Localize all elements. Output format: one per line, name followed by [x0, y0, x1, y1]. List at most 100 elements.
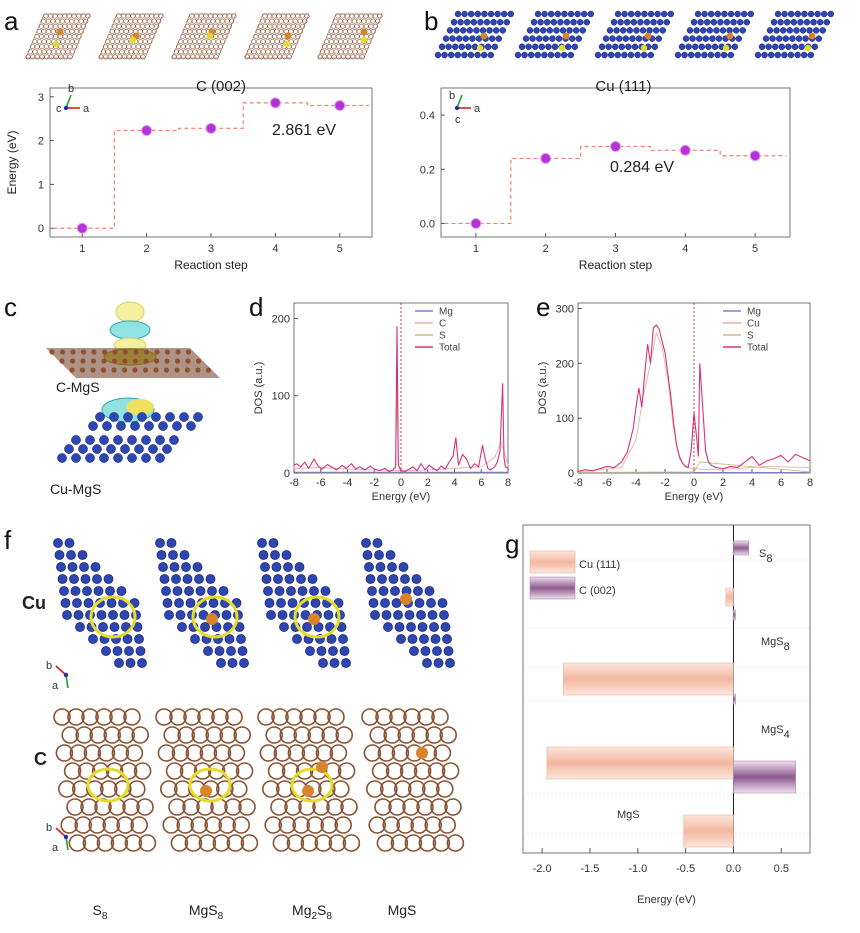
cu-atom — [785, 43, 792, 51]
carbon-atom — [132, 367, 138, 373]
carbon-ring — [272, 834, 291, 852]
carbon-atom — [59, 358, 65, 364]
lattice-ring — [39, 54, 45, 60]
carbon-ring — [379, 780, 398, 798]
lattice-ring — [354, 23, 360, 29]
cu-atom — [570, 18, 577, 26]
cu-atom — [407, 634, 418, 644]
legend-label: S — [747, 331, 754, 342]
cu-atom — [467, 10, 475, 18]
s-atom — [52, 40, 60, 48]
mg-atom — [308, 613, 320, 625]
carbon-ring — [168, 798, 186, 816]
cu-atom — [449, 35, 456, 42]
lattice-ring — [64, 18, 70, 24]
carbon-ring — [116, 816, 134, 834]
cu-atom — [574, 10, 581, 18]
lattice-ring — [194, 54, 200, 60]
cu-atom — [166, 538, 177, 548]
lattice-ring — [340, 54, 346, 60]
x-tick-label: 0.0 — [726, 863, 741, 875]
cu-atom — [820, 10, 828, 18]
cu-atom — [779, 27, 787, 34]
carbon-atom — [184, 367, 191, 373]
cu-atom — [286, 586, 296, 596]
x-axis-label: Energy (eV) — [637, 894, 696, 906]
cu-atom — [419, 634, 429, 644]
cu-atom — [806, 27, 813, 34]
lattice-ring — [333, 18, 339, 24]
panel-label-c: c — [4, 292, 17, 322]
lattice-ring — [46, 28, 52, 34]
axis-icon-dot — [63, 834, 69, 840]
carbon-ring — [197, 708, 215, 726]
carbon-ring — [235, 762, 254, 780]
carbon-ring — [432, 834, 451, 852]
cu-atom — [137, 658, 147, 668]
lattice-ring — [272, 44, 278, 50]
carbon-ring — [109, 708, 127, 726]
carbon-ring — [337, 762, 356, 780]
carbon-ring — [130, 816, 148, 834]
lattice-ring — [194, 23, 200, 29]
lattice-ring — [357, 49, 363, 55]
s-atom — [640, 44, 648, 52]
lattice-ring — [208, 54, 214, 60]
cu-atom — [113, 453, 123, 463]
lattice-ring — [299, 13, 305, 19]
lattice-ring — [330, 23, 336, 29]
axis-icon-b-arrow — [456, 94, 463, 109]
cu-atom — [424, 586, 435, 596]
carbon-atom — [111, 367, 117, 373]
carbon-ring — [205, 726, 223, 744]
cu-atom — [767, 51, 775, 59]
lattice-ring — [370, 18, 376, 24]
lattice-ring — [217, 23, 223, 29]
cu-atom — [190, 634, 200, 644]
lattice-ring — [213, 33, 219, 39]
x-tick-label: 0.5 — [774, 863, 789, 875]
carbon-ring — [444, 798, 462, 816]
lattice-ring — [272, 54, 278, 60]
cu-atom — [572, 27, 580, 34]
cu-atom — [169, 435, 179, 445]
carbon-atom — [175, 349, 181, 355]
cu-atom — [434, 51, 442, 59]
data-point — [269, 97, 281, 109]
panel-b-structures — [434, 10, 835, 59]
cu-atom — [774, 51, 782, 59]
lattice-ring — [326, 33, 332, 39]
carbon-ring — [270, 798, 288, 816]
lattice-ring — [364, 44, 370, 50]
cu-atom — [727, 51, 735, 59]
lattice-ring — [36, 28, 42, 34]
lattice-ring — [302, 18, 308, 24]
cu-atom — [778, 43, 786, 51]
lattice-ring — [361, 18, 367, 24]
cu-atom — [474, 10, 482, 18]
lattice-ring — [69, 18, 75, 24]
cu-atom — [554, 51, 561, 59]
mg-atom — [400, 593, 412, 605]
cu-atom — [606, 27, 614, 34]
cu-atom — [409, 646, 419, 656]
carbon-ring — [278, 816, 297, 834]
cu-atom — [527, 51, 535, 59]
carbon-atom — [79, 367, 86, 373]
cu-atom — [273, 574, 283, 584]
cu-atom — [208, 598, 219, 608]
carbon-ring — [170, 834, 189, 852]
cu-atom — [500, 10, 508, 18]
x-tick-label: -8 — [573, 477, 583, 489]
lattice-ring — [116, 23, 122, 29]
lattice-ring — [351, 18, 357, 24]
y-tick-label: 1 — [38, 179, 44, 191]
lattice-ring — [255, 28, 261, 34]
cu-atom — [678, 43, 686, 51]
lattice-ring — [222, 33, 228, 39]
carbon-ring — [383, 726, 402, 744]
lattice-ring — [190, 54, 196, 60]
lattice-ring — [149, 23, 155, 29]
cu-atom — [689, 35, 696, 42]
cu-atom — [470, 18, 478, 26]
